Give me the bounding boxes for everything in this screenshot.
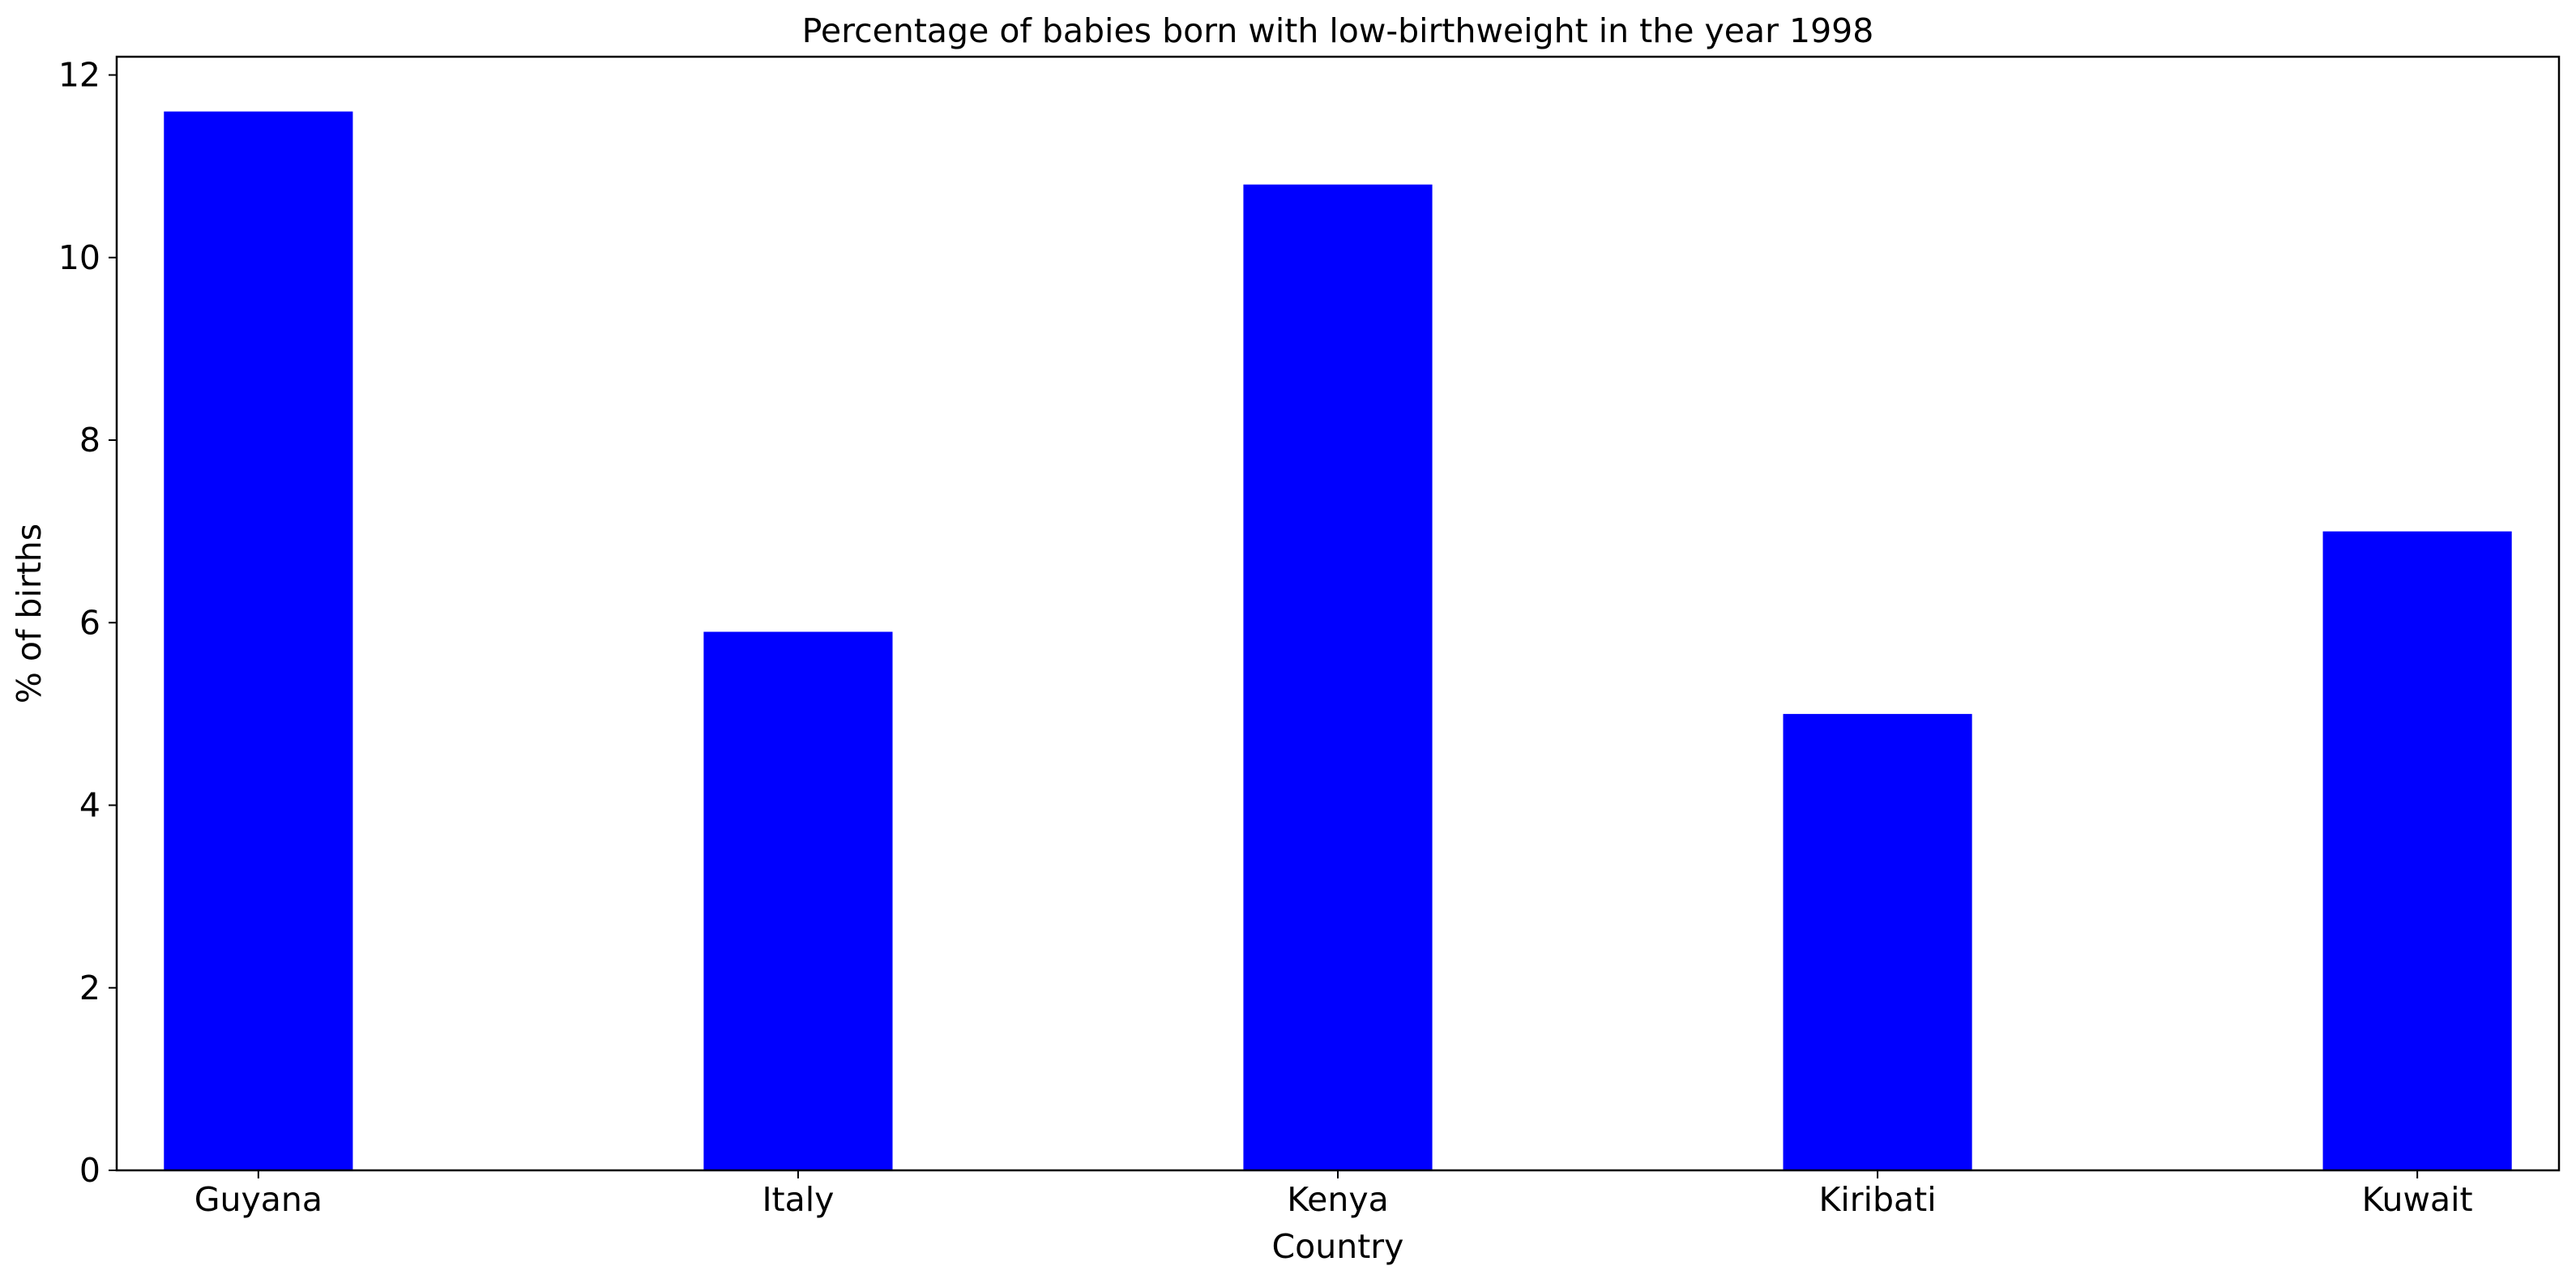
bar-kiribati [1783,713,1972,1170]
x-tick-label: Kuwait [2362,1180,2473,1219]
y-tick-label: 4 [79,786,100,825]
bar-guyana [164,111,353,1171]
y-tick-label: 10 [58,238,100,277]
y-axis-label: % of births [10,524,49,704]
x-tick-label: Kenya [1287,1180,1388,1219]
bar-italy [703,631,893,1170]
y-tick-label: 12 [58,56,100,95]
y-tick-label: 6 [79,603,100,642]
y-tick-label: 8 [79,421,100,460]
x-axis-ticks: Guyana Italy Kenya Kiribati Kuwait [194,1170,2473,1219]
x-tick-label: Kiribati [1818,1180,1936,1219]
plot-area-frame [115,55,2561,1172]
x-tick-label: Guyana [194,1180,323,1219]
x-axis-label: Country [1272,1227,1404,1266]
bars [164,111,2512,1171]
x-tick-label: Italy [762,1180,834,1219]
bar-kuwait [2322,531,2512,1170]
chart-title: Percentage of babies born with low-birth… [802,11,1874,50]
y-tick-label: 0 [79,1151,100,1190]
y-tick-label: 2 [79,969,100,1007]
bar-kenya [1243,184,1433,1171]
y-axis-ticks: 0 2 4 6 8 10 12 [58,56,117,1190]
